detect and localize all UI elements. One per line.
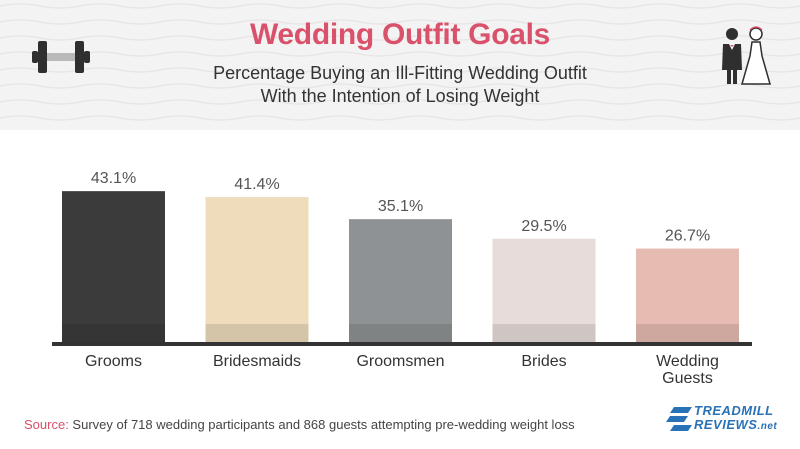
data-label: 41.4% [234, 176, 279, 193]
subtitle-line-1: Percentage Buying an Ill-Fitting Wedding… [213, 63, 587, 83]
logo-text: TREADMILL REVIEWS.net [694, 404, 777, 434]
source-label: Source: [24, 417, 69, 432]
category-label: Bridesmaids [213, 353, 301, 370]
data-label: 29.5% [521, 218, 566, 235]
bride-and-groom-icon [722, 26, 771, 85]
logo-stripes-icon [666, 407, 692, 431]
chart-subtitle: Percentage Buying an Ill-Fitting Wedding… [0, 62, 800, 108]
data-label: 35.1% [378, 198, 423, 215]
x-axis-line [52, 342, 752, 346]
header-background [0, 0, 800, 130]
logo-suffix: .net [757, 421, 778, 432]
bar-base-shade [636, 324, 739, 342]
dumbbell-icon [32, 41, 90, 73]
category-label: Grooms [85, 353, 142, 370]
bar-base-shade [205, 324, 309, 342]
bar-brides [492, 238, 596, 342]
category-label: Brides [521, 353, 566, 370]
category-label: Wedding [656, 353, 719, 370]
logo-line-2: REVIEWS [694, 417, 758, 432]
category-label: Guests [662, 370, 713, 387]
logo-line-1: TREADMILL [694, 403, 774, 418]
data-label: 43.1% [91, 170, 136, 187]
bar-grooms [62, 191, 165, 342]
wave-pattern [0, 3, 800, 121]
treadmill-reviews-logo: TREADMILL REVIEWS.net [666, 404, 786, 436]
bar-base-shade [62, 324, 165, 342]
chart-title: Wedding Outfit Goals [249, 18, 551, 51]
category-label: Groomsmen [356, 353, 444, 370]
bar-groomsmen [349, 219, 452, 342]
source-text: Survey of 718 wedding participants and 8… [68, 417, 575, 432]
bar-bridesmaids [205, 197, 309, 342]
bar-base-shade [349, 324, 452, 342]
bar-base-shade [492, 324, 596, 342]
source-note: Source: Survey of 718 wedding participan… [24, 417, 575, 432]
data-label: 26.7% [665, 228, 710, 245]
subtitle-line-2: With the Intention of Losing Weight [260, 86, 540, 106]
bar-wedding-guests [636, 248, 739, 342]
